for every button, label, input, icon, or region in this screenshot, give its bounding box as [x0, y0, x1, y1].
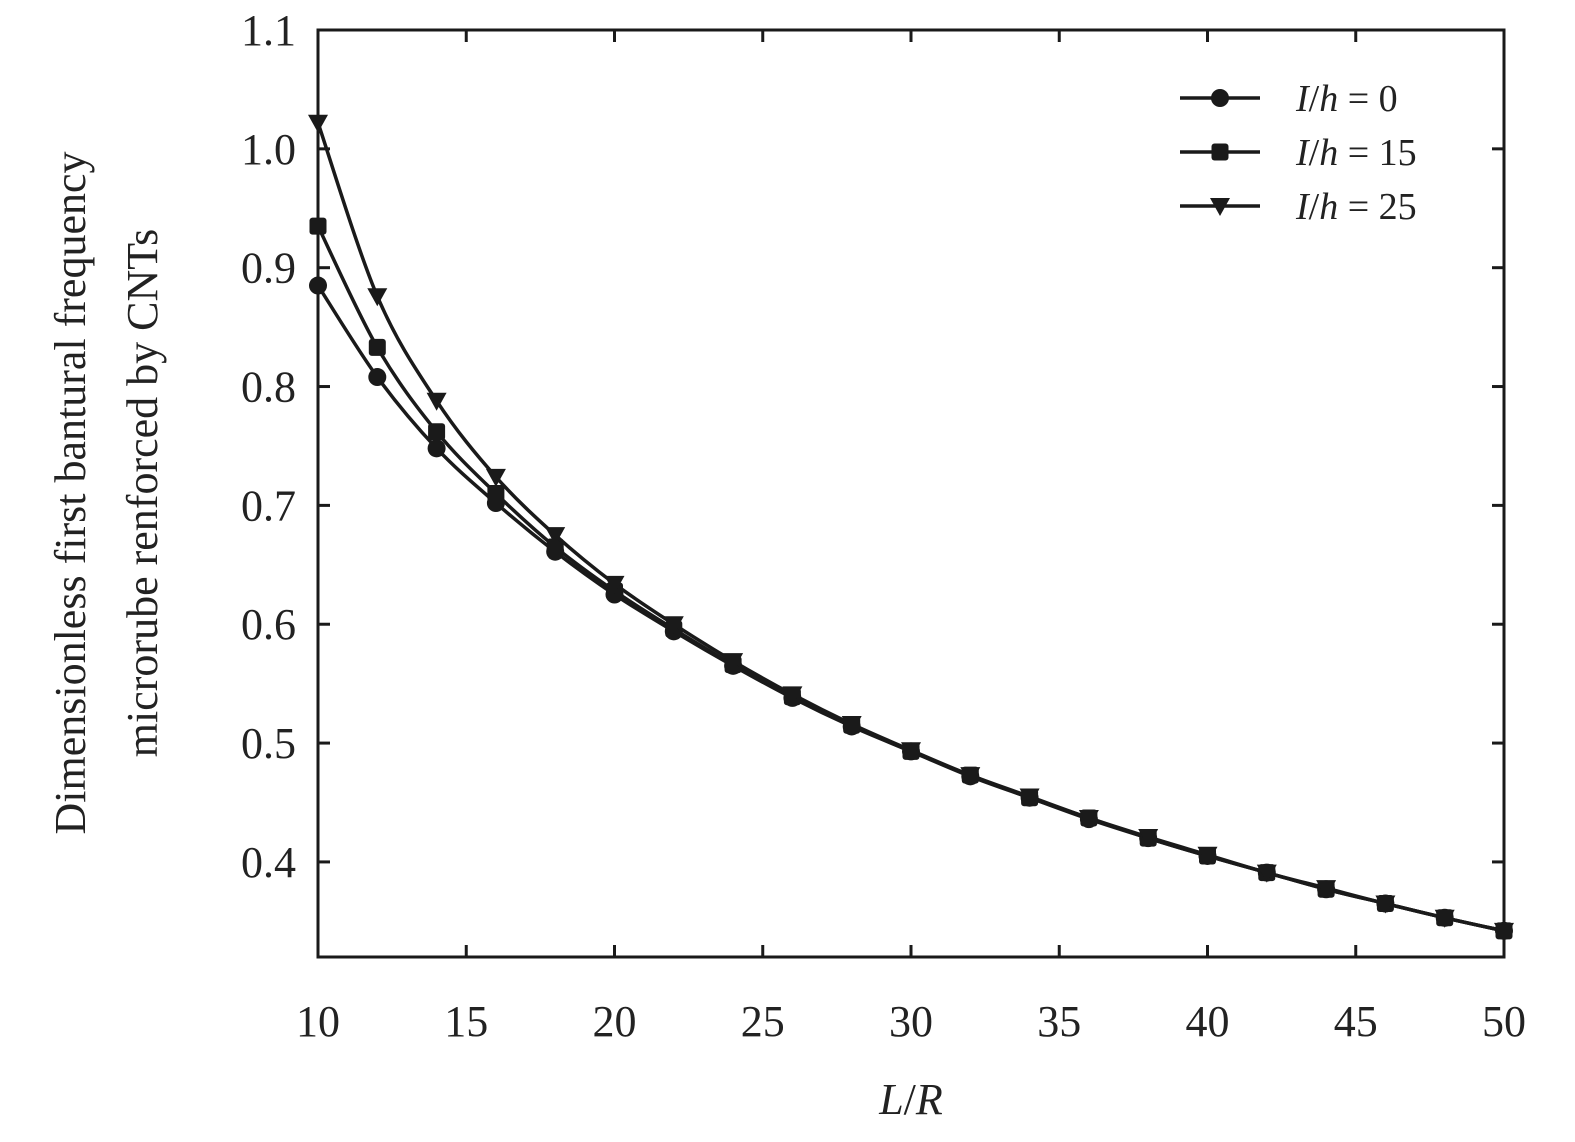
x-tick-label: 10 — [296, 997, 340, 1046]
series-group — [308, 114, 1514, 941]
marker-triangle — [723, 653, 744, 672]
series-line — [316, 225, 1505, 933]
x-tick-label: 15 — [444, 997, 488, 1046]
marker-triangle — [663, 616, 684, 635]
x-tick-label: 40 — [1186, 997, 1230, 1046]
marker-triangle — [901, 742, 921, 761]
marker-circle — [1211, 89, 1229, 107]
marker-circle — [368, 368, 387, 387]
marker-triangle — [545, 527, 566, 546]
marker-triangle — [485, 468, 506, 487]
y-tick-label: 0.5 — [241, 719, 296, 768]
series-line — [316, 122, 1505, 933]
y-tick-label: 0.8 — [241, 363, 296, 412]
series-line — [316, 284, 1505, 933]
marker-square — [546, 538, 564, 556]
legend-item-0: I/h = 0 — [1180, 78, 1398, 120]
y-axis-title: Dimensionless first bantural frequency m… — [46, 151, 167, 834]
legend-item-1: I/h = 15 — [1180, 132, 1417, 174]
marker-triangle — [1434, 909, 1455, 928]
marker-triangle — [1197, 846, 1218, 865]
marker-square — [428, 423, 446, 441]
legend-item-2: I/h = 25 — [1180, 186, 1417, 228]
marker-square — [368, 338, 386, 356]
marker-triangle — [308, 114, 328, 133]
legend: I/h = 0 I/h = 15 I/h = 25 — [1180, 78, 1417, 228]
y-tick-label: 1.1 — [241, 6, 296, 55]
axis-ticks: 10 15 20 25 30 35 40 45 50 0.4 0.5 0.6 0.7 0.8 0.9 1.0 1… — [241, 6, 1526, 1046]
x-tick-label: 45 — [1334, 997, 1378, 1046]
x-tick-label: 30 — [889, 997, 933, 1046]
y-tick-label: 1.0 — [241, 125, 296, 174]
marker-triangle — [1019, 788, 1040, 807]
marker-square — [487, 485, 505, 502]
series-0 — [309, 276, 1513, 940]
marker-triangle — [426, 392, 447, 411]
marker-triangle — [841, 716, 862, 735]
marker-triangle — [1078, 809, 1099, 828]
marker-triangle — [1138, 828, 1159, 847]
marker-square — [309, 217, 327, 235]
y-axis-title-line-1: Dimensionless first bantural frequency — [46, 151, 95, 834]
series-1 — [309, 217, 1513, 940]
y-tick-label: 0.9 — [241, 244, 296, 293]
marker-triangle — [367, 288, 388, 307]
x-tick-label: 20 — [593, 997, 637, 1046]
marker-triangle — [1494, 922, 1514, 941]
x-tick-label: 50 — [1482, 997, 1526, 1046]
y-axis-title-line-2: microrube renforced by CNTs — [118, 229, 167, 757]
y-tick-label: 0.6 — [241, 600, 296, 649]
x-tick-label: 35 — [1037, 997, 1081, 1046]
series-2 — [308, 114, 1514, 941]
marker-square — [1211, 143, 1229, 161]
y-tick-label: 0.7 — [241, 481, 296, 530]
legend-label: I/h = 0 — [1295, 78, 1398, 120]
marker-triangle — [1256, 864, 1277, 883]
marker-triangle — [782, 686, 803, 705]
marker-triangle — [1316, 880, 1337, 899]
y-tick-label: 0.4 — [241, 838, 296, 887]
legend-label: I/h = 25 — [1295, 186, 1417, 228]
x-tick-label: 25 — [741, 997, 785, 1046]
x-axis-title: L/R — [878, 1075, 943, 1124]
marker-triangle — [1375, 895, 1396, 914]
marker-circle — [427, 439, 446, 458]
marker-circle — [309, 276, 327, 295]
marker-triangle — [604, 575, 625, 594]
marker-triangle — [1210, 198, 1230, 216]
legend-label: I/h = 15 — [1295, 132, 1417, 174]
marker-triangle — [960, 767, 981, 786]
